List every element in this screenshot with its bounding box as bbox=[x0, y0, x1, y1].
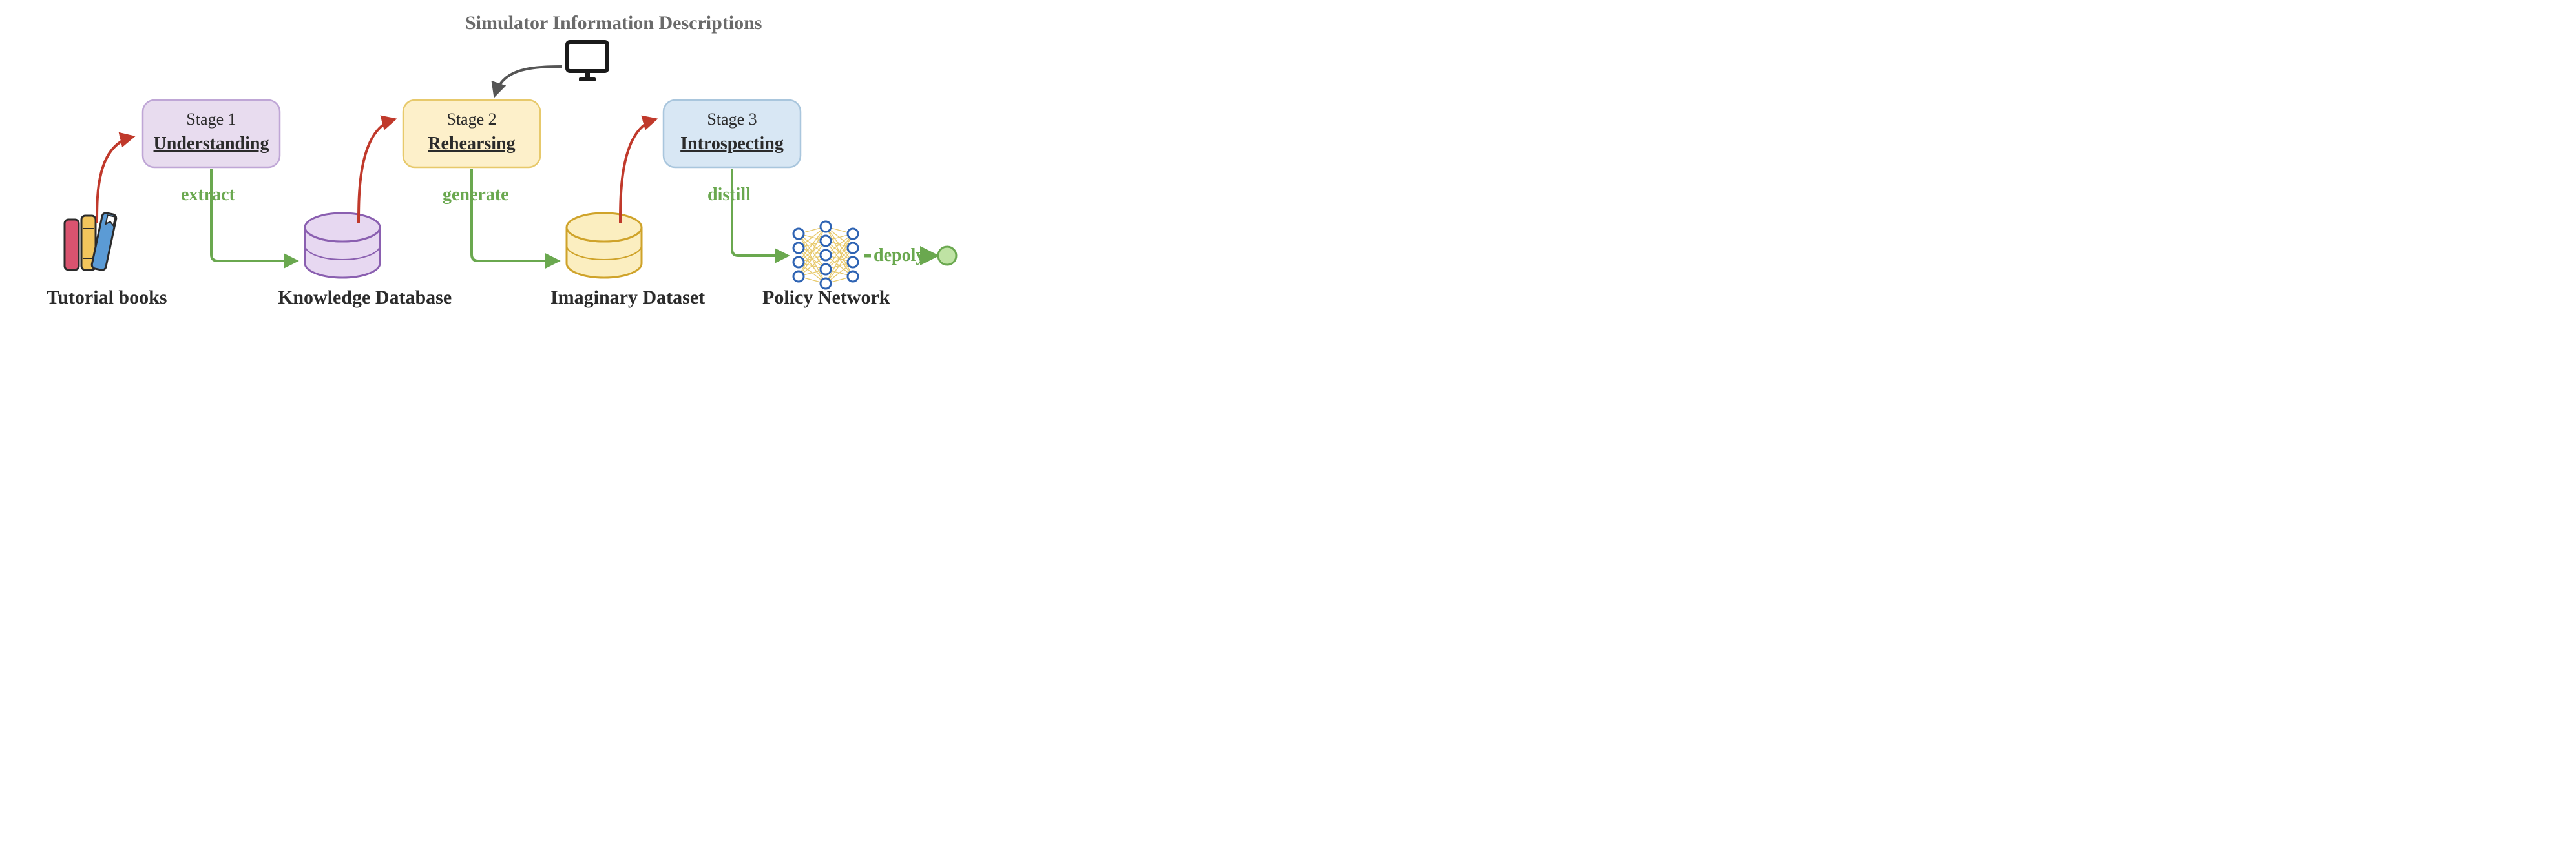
knowledge-database-icon bbox=[305, 213, 380, 278]
policy-network-caption: Policy Network bbox=[762, 287, 890, 308]
green-arrow-0 bbox=[211, 169, 296, 261]
red-arrow-2 bbox=[620, 119, 655, 223]
end-node-icon bbox=[938, 247, 956, 265]
stage-s2-name: Rehearsing bbox=[428, 134, 515, 154]
green-arrow-2 bbox=[732, 169, 787, 256]
stage-s3-name: Introspecting bbox=[680, 134, 784, 154]
red-arrow-1 bbox=[359, 119, 394, 223]
action-generate: generate bbox=[443, 185, 509, 205]
action-deploy: depoly bbox=[874, 245, 925, 265]
action-extract: extract bbox=[181, 185, 236, 205]
action-distill: distill bbox=[707, 185, 751, 205]
gray-arrow-0 bbox=[495, 67, 562, 95]
stage-s2-title: Stage 2 bbox=[446, 110, 496, 129]
stage-s1-title: Stage 1 bbox=[186, 110, 236, 129]
red-arrow-0 bbox=[97, 137, 132, 223]
simulator-label: Simulator Information Descriptions bbox=[465, 12, 762, 34]
imaginary-dataset-caption: Imaginary Dataset bbox=[550, 287, 705, 308]
policy-network-icon bbox=[793, 221, 858, 289]
books-caption: Tutorial books bbox=[47, 287, 167, 308]
books-icon bbox=[65, 212, 117, 271]
imaginary-dataset-icon bbox=[567, 213, 642, 278]
stage-s1-name: Understanding bbox=[154, 134, 269, 154]
monitor-icon bbox=[567, 42, 607, 81]
knowledge-database-caption: Knowledge Database bbox=[278, 287, 452, 308]
green-arrow-1 bbox=[472, 169, 558, 261]
diagram-canvas: Simulator Information Descriptions Stage … bbox=[0, 0, 992, 325]
stage-s3-title: Stage 3 bbox=[707, 110, 757, 129]
